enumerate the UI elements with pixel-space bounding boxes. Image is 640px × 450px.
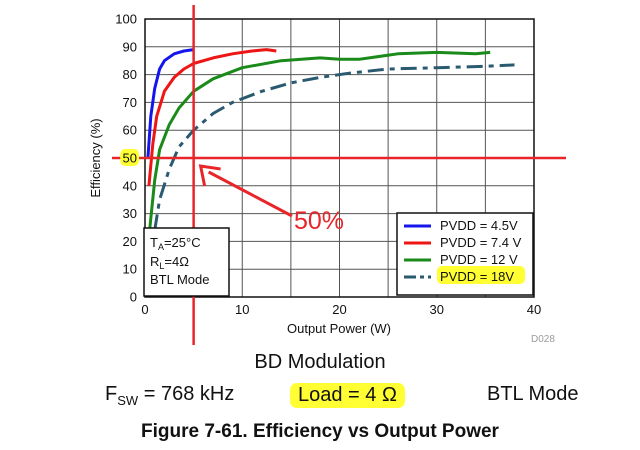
chart-series xyxy=(146,48,515,231)
btl-mode-parameter: BTL Mode xyxy=(487,383,579,405)
x-axis-label: Output Power (W) xyxy=(287,321,391,336)
conditions-box: TA=25°C RL=4Ω BTL Mode xyxy=(143,227,230,297)
efficiency-chart: 0 10 20 30 40 0 10 20 30 40 50 60 70 80 90 100 Efficien… xyxy=(88,5,566,345)
legend-label: PVDD = 12 V xyxy=(440,252,518,267)
x-tick-label: 30 xyxy=(430,302,444,317)
y-tick-label: 90 xyxy=(123,39,137,54)
condition-mode: BTL Mode xyxy=(150,272,210,287)
legend-label: PVDD = 18V xyxy=(440,269,514,284)
fsw-parameter: FSW = 768 kHz xyxy=(105,383,235,408)
legend-label: PVDD = 4.5V xyxy=(440,218,518,233)
y-tick-label: 20 xyxy=(123,234,137,249)
y-tick-label: 10 xyxy=(123,262,137,277)
y-tick-highlight xyxy=(120,149,139,166)
y-tick-label: 80 xyxy=(123,67,137,82)
figure-title: Figure 7-61. Efficiency vs Output Power xyxy=(141,421,499,442)
x-tick-label: 40 xyxy=(527,302,541,317)
y-tick-label: 70 xyxy=(123,95,137,110)
x-tick-label: 20 xyxy=(332,302,346,317)
y-axis-label: Efficiency (%) xyxy=(88,118,103,197)
legend-highlight xyxy=(437,266,525,284)
y-tick-label: 30 xyxy=(123,206,137,221)
series-line xyxy=(148,50,491,228)
load-parameter: Load = 4 Ω xyxy=(290,383,405,408)
condition-rl: RL=4Ω xyxy=(150,254,189,271)
figure-code: D028 xyxy=(531,334,555,345)
y-tick-label: 40 xyxy=(123,178,137,193)
annotation-50-percent: 50% xyxy=(294,207,344,235)
condition-ta: TA=25°C xyxy=(150,235,201,252)
series-line xyxy=(147,48,277,186)
modulation-label: BD Modulation xyxy=(254,351,386,373)
annotation-arrow-shaft xyxy=(207,170,293,218)
y-tick-label: 0 xyxy=(130,290,137,305)
chart-ticks: 0 10 20 30 40 0 10 20 30 40 50 60 70 80 90 100 xyxy=(115,12,541,318)
x-tick-label: 0 xyxy=(141,302,148,317)
chart-legend: PVDD = 4.5V PVDD = 7.4 V PVDD = 12 V PVDD =… xyxy=(396,212,534,296)
series-line xyxy=(146,48,194,159)
legend-label: PVDD = 7.4 V xyxy=(440,235,522,250)
series-line xyxy=(153,63,515,231)
parameters-row: FSW = 768 kHz Load = 4 Ω BTL Mode xyxy=(0,383,640,411)
y-tick-label: 60 xyxy=(123,123,137,138)
y-tick-label: 100 xyxy=(115,12,137,27)
annotation-arrow-head xyxy=(198,164,221,187)
x-tick-label: 10 xyxy=(235,302,249,317)
y-tick-label: 50 xyxy=(123,151,137,166)
